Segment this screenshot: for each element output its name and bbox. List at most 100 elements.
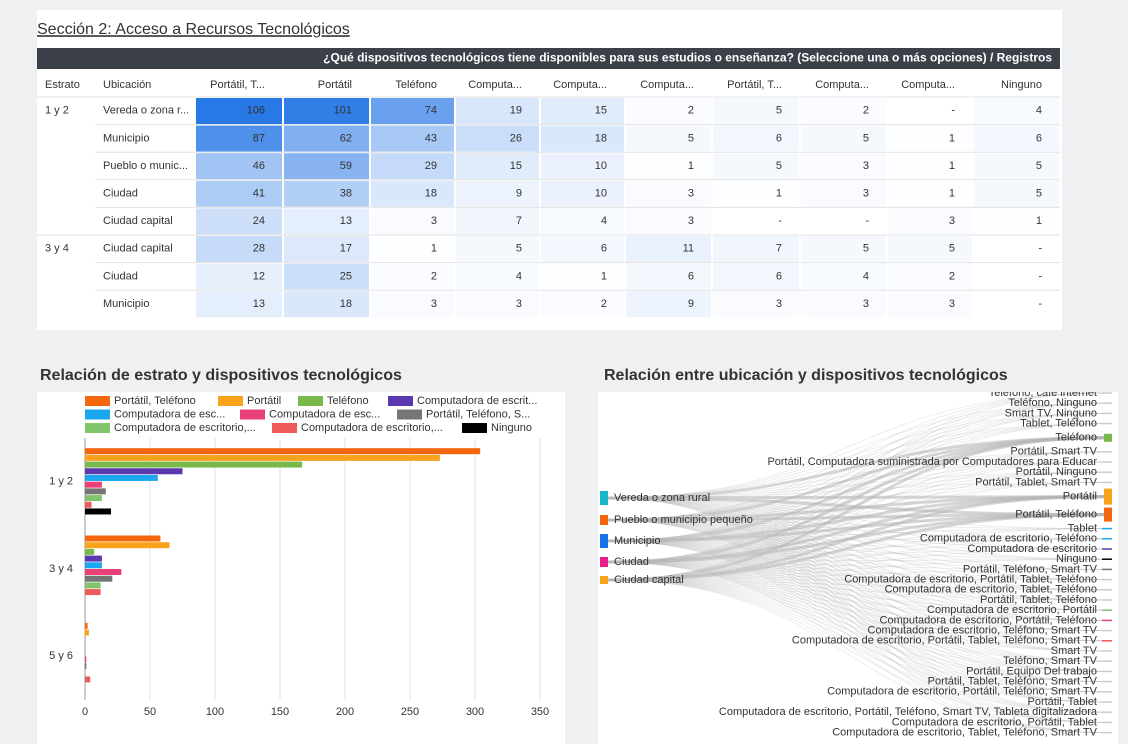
sankey-chart: Vereda o zona rural Pueblo o municipio pe…	[600, 392, 1112, 739]
flow-link	[607, 561, 1105, 611]
heat-cell	[456, 291, 539, 318]
column-header: Portátil, T...	[727, 79, 782, 91]
heat-cell	[456, 263, 539, 290]
target-label: Portátil, Smart TV	[1010, 446, 1097, 458]
target-label: Portátil, Ninguno	[1016, 466, 1097, 478]
source-node	[600, 491, 608, 505]
flow-link	[607, 497, 1105, 682]
cell-value: 6	[1036, 132, 1042, 144]
heat-cell	[713, 291, 799, 318]
flow-link	[607, 497, 1105, 693]
cell-value: 5	[863, 132, 869, 144]
target-label: Computadora de escritorio, Portátil, Tab…	[892, 716, 1097, 728]
cell-label: 3 y 4	[45, 243, 69, 255]
cell-label: Vereda o zona r...	[103, 105, 189, 117]
flow-link	[607, 579, 1105, 733]
column-header: Teléfono	[395, 79, 437, 91]
heat-cell	[456, 208, 539, 235]
flow-link	[607, 392, 1105, 581]
flow-link	[607, 497, 1105, 570]
bar-chart: 0 50 100 150 200 250 300 350 Portátil, Teléfono P…	[49, 395, 549, 718]
cell-value: 3	[431, 215, 437, 227]
cell-value: 41	[253, 188, 265, 200]
legend-label: Portátil, Teléfono, S...	[426, 408, 530, 420]
column-header: Computa...	[640, 79, 694, 91]
flow-link	[607, 561, 1105, 621]
cell-value: 13	[340, 215, 352, 227]
flow-link	[607, 519, 1105, 631]
x-tick-label: 150	[271, 706, 289, 718]
flow-link	[607, 561, 1105, 631]
flow-link	[607, 561, 1105, 601]
legend-label: Computadora de escritorio,...	[114, 422, 256, 434]
sankey-panel	[598, 392, 1118, 744]
flow-link	[607, 519, 1105, 601]
cell-value: 6	[601, 243, 607, 255]
heat-cell	[456, 98, 539, 124]
cell-value: 5	[1036, 160, 1042, 172]
column-header: Portátil, T...	[210, 79, 265, 91]
source-node	[600, 557, 608, 567]
cell-value: 1	[431, 243, 437, 255]
cell-value: 9	[516, 188, 522, 200]
flow-link	[607, 540, 1105, 723]
cell-value: 15	[595, 105, 607, 117]
target-label: Ninguno	[1056, 553, 1097, 565]
y-tick-label: 3 y 4	[49, 563, 73, 575]
heat-cell	[888, 153, 972, 180]
flow-link	[607, 451, 1105, 563]
flow-link	[607, 561, 1105, 642]
heat-cell	[888, 125, 972, 152]
heat-cell	[284, 125, 369, 152]
cell-value: 2	[431, 270, 437, 282]
heat-cell	[196, 208, 282, 235]
cell-value: 3	[949, 298, 955, 310]
cell-value: 3	[863, 160, 869, 172]
target-label: Portátil	[1063, 491, 1097, 503]
cell-value: 12	[253, 270, 265, 282]
bar	[85, 495, 102, 502]
x-tick-label: 300	[466, 706, 484, 718]
heat-cell	[456, 153, 539, 180]
target-node	[1104, 507, 1112, 522]
target-node	[1104, 488, 1112, 505]
heat-cell	[284, 153, 369, 180]
legend-swatch	[85, 423, 110, 433]
cell-value: 3	[863, 188, 869, 200]
legend-swatch	[85, 409, 110, 420]
legend-swatch	[272, 423, 297, 433]
cell-value: 87	[253, 132, 265, 144]
heat-cell	[284, 208, 369, 235]
flow-link	[607, 497, 1105, 672]
flow-link	[607, 579, 1105, 642]
heat-cell	[371, 125, 454, 152]
heat-cell	[801, 98, 886, 124]
legend-label: Portátil, Teléfono	[114, 395, 196, 407]
heat-cell	[371, 153, 454, 180]
flow-link	[607, 528, 1105, 563]
flow-link	[607, 538, 1105, 563]
flow-link	[607, 497, 1105, 652]
x-tick-label: 0	[82, 706, 88, 718]
target-label: Computadora de escritorio, Portátil	[927, 604, 1097, 616]
flow-link	[607, 548, 1105, 581]
x-tick-label: 50	[144, 706, 156, 718]
flow-link	[607, 540, 1105, 642]
cell-value: 5	[863, 243, 869, 255]
legend-label: Computadora de escrit...	[417, 395, 537, 407]
cell-value: 26	[510, 132, 522, 144]
flow-link	[607, 451, 1105, 581]
chart-title: Relación de estrato y dispositivos tecno…	[40, 367, 402, 384]
flow-link	[607, 497, 1105, 621]
heat-cell	[371, 98, 454, 124]
flow-link	[607, 540, 1105, 560]
flow-link	[607, 540, 1105, 591]
heat-cell	[284, 291, 369, 318]
x-tick-label: 200	[336, 706, 354, 718]
heat-cell	[888, 236, 972, 262]
target-label: Computadora de escritorio, Portátil, Tab…	[844, 574, 1097, 586]
cell-value: 59	[340, 160, 352, 172]
bar	[85, 589, 101, 596]
flow-link	[607, 461, 1105, 581]
flow-link	[607, 579, 1105, 601]
